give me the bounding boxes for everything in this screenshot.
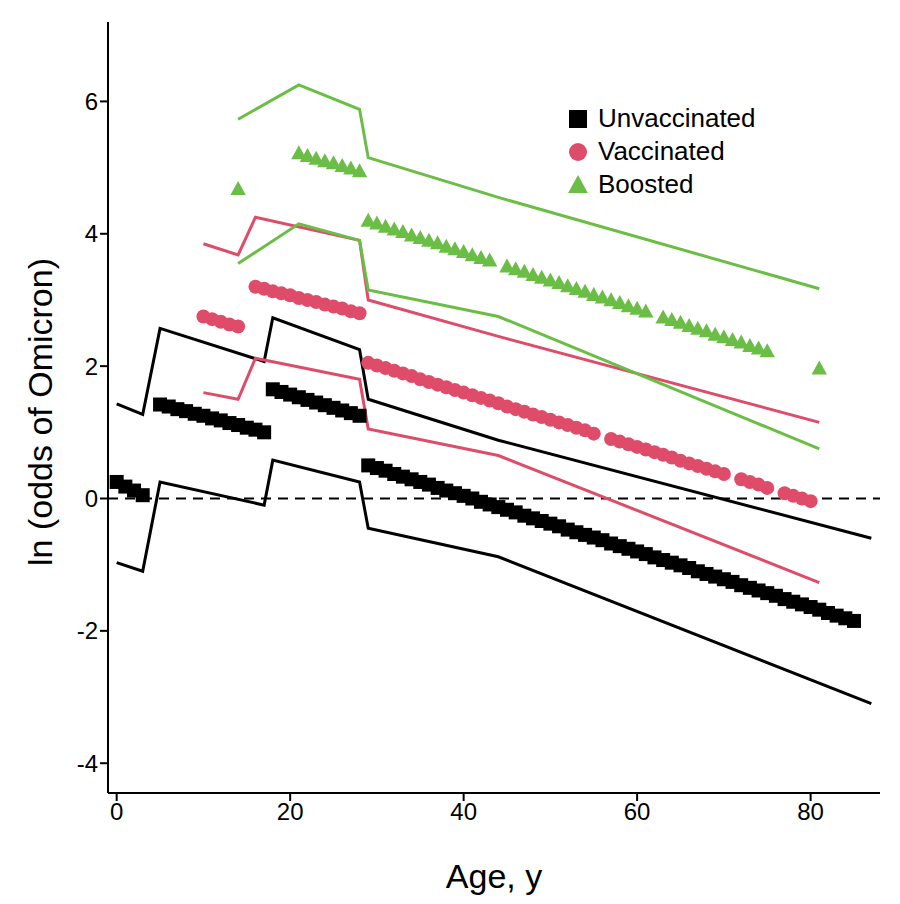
svg-text:4: 4 <box>85 220 98 247</box>
html-text:Age, y: Age, y <box>445 856 543 895</box>
html-text:Unvaccinated: Unvaccinated <box>598 103 756 133</box>
html-text:Vaccinated: Vaccinated <box>598 136 725 166</box>
svg-text:-2: -2 <box>77 617 98 644</box>
svg-text:6: 6 <box>85 88 98 115</box>
svg-text:60: 60 <box>624 798 651 825</box>
svg-text:20: 20 <box>277 798 304 825</box>
svg-text:0: 0 <box>85 485 98 512</box>
svg-text:40: 40 <box>450 798 477 825</box>
svg-text:2: 2 <box>85 353 98 380</box>
svg-text:0: 0 <box>110 798 123 825</box>
svg-text:80: 80 <box>797 798 824 825</box>
html-text:ln (odds of Omicron): ln (odds of Omicron) <box>20 258 59 566</box>
html-text:Boosted: Boosted <box>598 169 694 199</box>
svg-text:-4: -4 <box>77 750 98 777</box>
